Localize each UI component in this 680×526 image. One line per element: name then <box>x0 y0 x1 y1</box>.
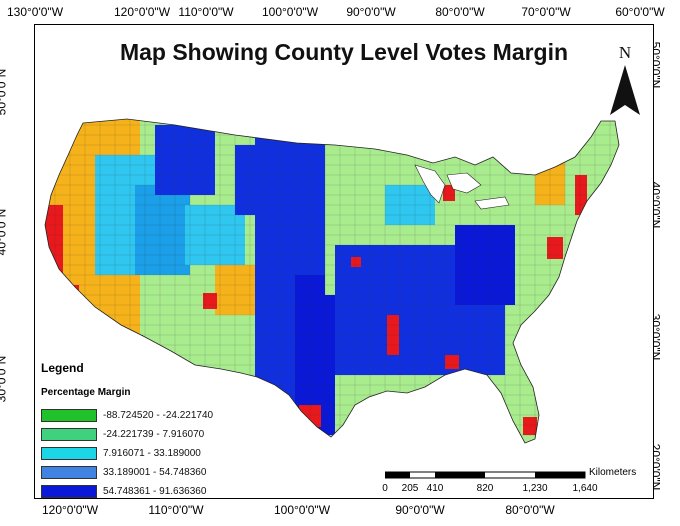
legend-item: 54.748361 - 91.636360 <box>41 482 251 498</box>
lon-tick-label: 80°0'0"W <box>435 5 485 19</box>
scale-label: 1,230 <box>522 483 548 494</box>
legend-label: 33.189001 - 54.748360 <box>103 467 207 478</box>
lon-tick-label: 130°0'0"W <box>6 5 64 19</box>
lon-tick-label: 100°0'0"W <box>261 5 319 19</box>
lon-tick-label: 90°0'0"W <box>346 5 396 19</box>
lon-tick-label: 60°0'0"W <box>615 5 665 19</box>
legend-swatch <box>41 447 97 460</box>
lat-tick-label: 50°0'0"N <box>0 68 9 116</box>
scale-label: 820 <box>476 483 494 494</box>
legend: Legend Percentage Margin -88.724520 - -2… <box>41 361 251 498</box>
lon-tick-label: 110°0'0"W <box>178 5 234 19</box>
region-georgia <box>445 355 459 369</box>
lat-tick-label: 30°0'0"N <box>0 355 9 403</box>
map-frame: Map Showing County Level Votes Margin <box>34 24 654 499</box>
legend-swatch <box>41 428 97 441</box>
region-michigan <box>443 185 455 201</box>
north-arrow: N <box>610 43 640 117</box>
county-map <box>44 118 620 444</box>
legend-item: -88.724520 - -24.221740 <box>41 406 251 425</box>
lon-tick-label: 120°0'0"W <box>41 503 99 517</box>
scale-unit: Kilometers <box>589 467 637 478</box>
lon-tick-label: 90°0'0"W <box>395 503 445 517</box>
scale-label: 1,640 <box>572 483 598 494</box>
scale-label: 0 <box>382 483 388 494</box>
lat-tick-label: 40°0'0"N <box>0 208 9 256</box>
lon-tick-label: 70°0'0"W <box>521 5 571 19</box>
legend-swatch <box>41 485 97 498</box>
legend-item: 7.916071 - 33.189000 <box>41 444 251 463</box>
region-arizona-south <box>125 335 143 349</box>
region-miami <box>523 417 537 435</box>
lon-tick-label: 100°0'0"W <box>273 503 331 517</box>
scale-bar-graphic <box>385 471 586 479</box>
lon-tick-label: 80°0'0"W <box>505 503 555 517</box>
region-kansas-city <box>351 257 361 267</box>
scale-bar: Kilometers 0 205 410 820 1,230 1,640 <box>382 467 645 498</box>
legend-label: 7.916071 - 33.189000 <box>103 448 201 459</box>
region-northeast <box>515 121 619 321</box>
legend-label: -24.221739 - 7.916070 <box>103 429 205 440</box>
region-dc-area <box>547 237 563 259</box>
us-outline <box>44 118 620 444</box>
great-lakes <box>414 164 510 210</box>
legend-swatch <box>41 409 97 422</box>
north-label: N <box>618 43 632 62</box>
scale-label: 205 <box>401 483 419 494</box>
legend-title: Legend <box>41 361 84 375</box>
legend-item: 33.189001 - 54.748360 <box>41 463 251 482</box>
legend-label: 54.748361 - 91.636360 <box>103 486 207 497</box>
lon-tick-label: 110°0'0"W <box>148 503 204 517</box>
legend-label: -88.724520 - -24.221740 <box>103 410 214 421</box>
legend-subtitle: Percentage Margin <box>41 387 131 398</box>
north-arrow-icon <box>610 65 640 115</box>
map-title: Map Showing County Level Votes Margin <box>119 39 569 65</box>
lon-tick-label: 120°0'0"W <box>113 5 171 19</box>
region-idaho <box>155 125 215 195</box>
scale-label: 410 <box>426 483 444 494</box>
region-los-angeles <box>59 285 79 309</box>
region-nevada-utah <box>135 185 190 275</box>
legend-item: -24.221739 - 7.916070 <box>41 425 251 444</box>
legend-swatch <box>41 466 97 479</box>
